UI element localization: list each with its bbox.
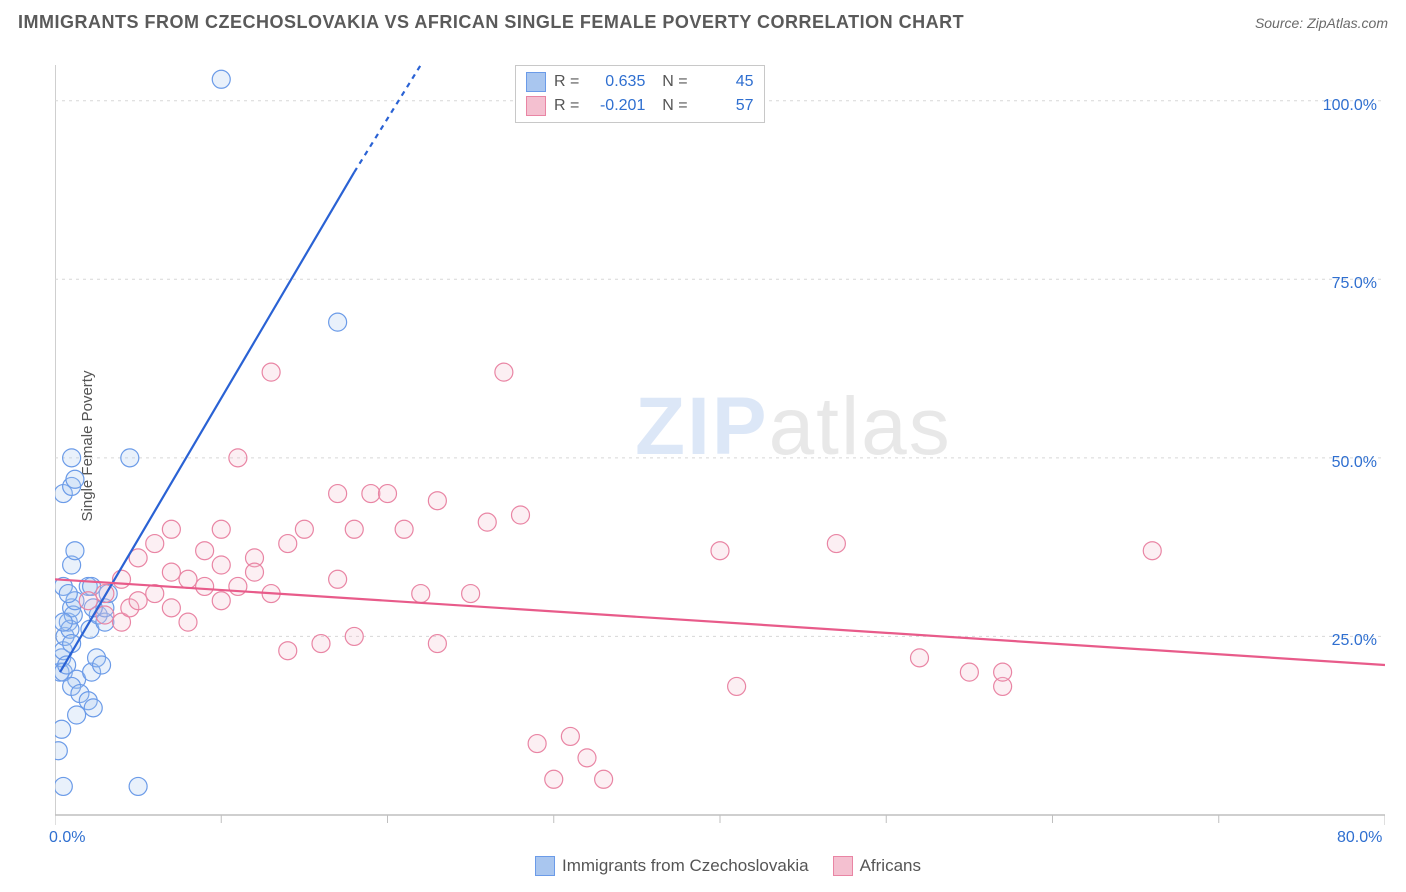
swatch-african: [526, 96, 546, 116]
y-tick-label: 50.0%: [1332, 454, 1377, 472]
source-attribution: Source: ZipAtlas.com: [1255, 15, 1388, 31]
correlation-legend: R = 0.635 N = 45 R = -0.201 N = 57: [515, 65, 765, 123]
y-tick-label: 25.0%: [1332, 632, 1377, 650]
n-value-african: 57: [696, 97, 754, 115]
swatch-czech: [535, 856, 555, 876]
chart-title: IMMIGRANTS FROM CZECHOSLOVAKIA VS AFRICA…: [18, 12, 964, 33]
n-value-czech: 45: [696, 73, 754, 91]
chart-header: IMMIGRANTS FROM CZECHOSLOVAKIA VS AFRICA…: [18, 12, 1388, 33]
n-label: N =: [653, 73, 687, 91]
legend-item-african: Africans: [833, 856, 921, 876]
swatch-african: [833, 856, 853, 876]
chart-area: ZIPatlas R = 0.635 N = 45 R = -0.201 N =…: [55, 50, 1385, 840]
legend-label-african: Africans: [860, 856, 921, 876]
series-legend: Immigrants from Czechoslovakia Africans: [535, 856, 921, 876]
r-label: R =: [554, 97, 579, 115]
r-value-czech: 0.635: [587, 73, 645, 91]
legend-row-african: R = -0.201 N = 57: [526, 94, 754, 118]
x-tick-label: 0.0%: [49, 829, 85, 847]
y-tick-label: 75.0%: [1332, 275, 1377, 293]
r-value-african: -0.201: [587, 97, 645, 115]
legend-item-czech: Immigrants from Czechoslovakia: [535, 856, 809, 876]
swatch-czech: [526, 72, 546, 92]
y-tick-label: 100.0%: [1323, 97, 1377, 115]
source-name: ZipAtlas.com: [1307, 15, 1388, 31]
scatter-plot-svg: [55, 50, 1385, 860]
legend-label-czech: Immigrants from Czechoslovakia: [562, 856, 809, 876]
r-label: R =: [554, 73, 579, 91]
x-tick-label: 80.0%: [1337, 829, 1382, 847]
source-prefix: Source:: [1255, 15, 1307, 31]
legend-row-czech: R = 0.635 N = 45: [526, 70, 754, 94]
n-label: N =: [653, 97, 687, 115]
